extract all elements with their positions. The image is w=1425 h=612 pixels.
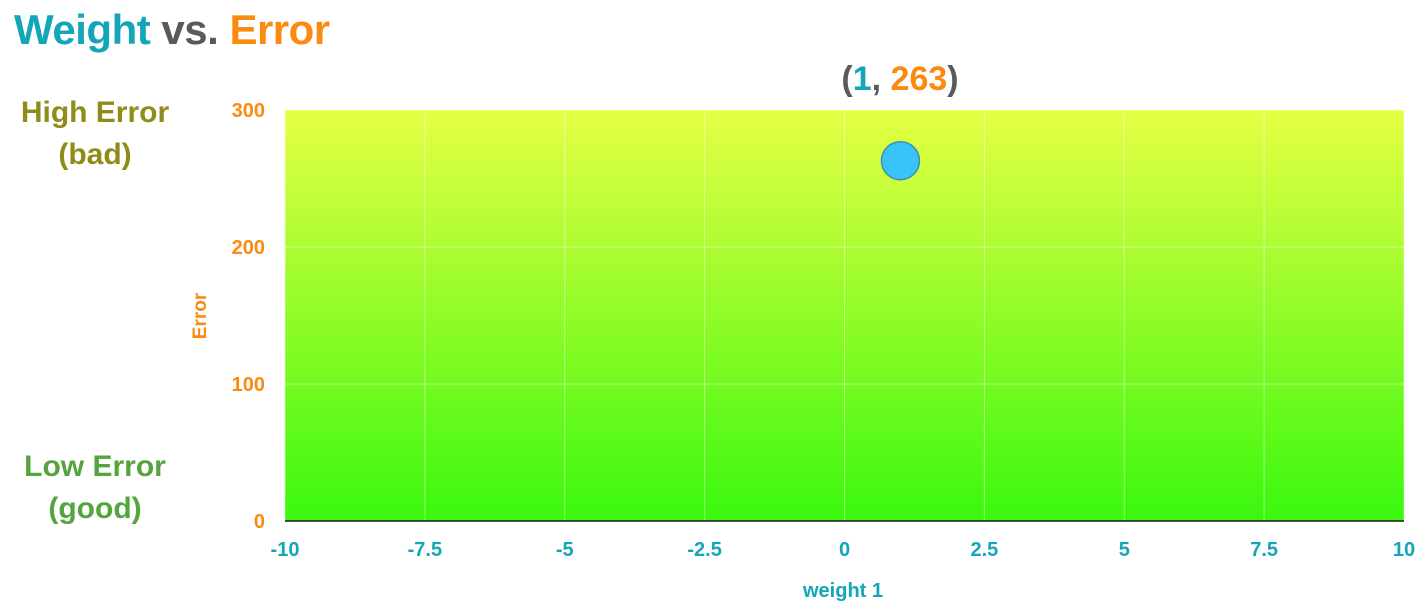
page-title: Weight vs. Error bbox=[14, 6, 330, 54]
title-weight: Weight bbox=[14, 6, 151, 53]
high-error-label: High Error (bad) bbox=[0, 92, 190, 176]
x-tick-label-6: 5 bbox=[1119, 539, 1130, 561]
x-tick-labels: -10 -7.5 -5 -2.5 0 2.5 5 7.5 10 bbox=[271, 539, 1416, 561]
high-error-line1: High Error bbox=[20, 96, 170, 129]
y-tick-label-2: 200 bbox=[232, 237, 265, 259]
readout-open: ( bbox=[841, 60, 853, 98]
y-tick-label-3: 300 bbox=[232, 100, 265, 122]
y-tick-labels: 0 100 200 300 bbox=[232, 100, 265, 533]
low-error-label: Low Error (good) bbox=[0, 446, 190, 530]
low-error-line2: (good) bbox=[48, 492, 142, 525]
x-tick-label-8: 10 bbox=[1393, 539, 1415, 561]
data-point-0 bbox=[880, 140, 921, 181]
x-tick-label-2: -5 bbox=[556, 539, 574, 561]
readout-x: 1 bbox=[852, 60, 872, 98]
readout-close: ) bbox=[947, 60, 959, 98]
x-tick-label-5: 2.5 bbox=[970, 539, 998, 561]
readout-sep: , bbox=[871, 60, 891, 98]
x-axis-label: weight 1 bbox=[802, 580, 883, 602]
y-tick-label-1: 100 bbox=[232, 374, 265, 396]
y-tick-label-0: 0 bbox=[254, 511, 265, 533]
x-tick-label-7: 7.5 bbox=[1250, 539, 1278, 561]
x-tick-label-1: -7.5 bbox=[408, 539, 442, 561]
x-tick-label-3: -2.5 bbox=[687, 539, 721, 561]
low-error-line1: Low Error bbox=[24, 450, 166, 483]
x-tick-label-4: 0 bbox=[839, 539, 850, 561]
x-tick-label-0: -10 bbox=[271, 539, 300, 561]
readout-y: 263 bbox=[890, 60, 948, 98]
data-points bbox=[880, 140, 921, 181]
point-readout: (1, 263) bbox=[700, 60, 1100, 99]
high-error-line2: (bad) bbox=[58, 138, 132, 171]
title-error: Error bbox=[229, 6, 330, 53]
title-vs: vs. bbox=[161, 6, 219, 53]
y-axis-label: Error bbox=[190, 292, 211, 339]
plot-area bbox=[285, 110, 1404, 521]
